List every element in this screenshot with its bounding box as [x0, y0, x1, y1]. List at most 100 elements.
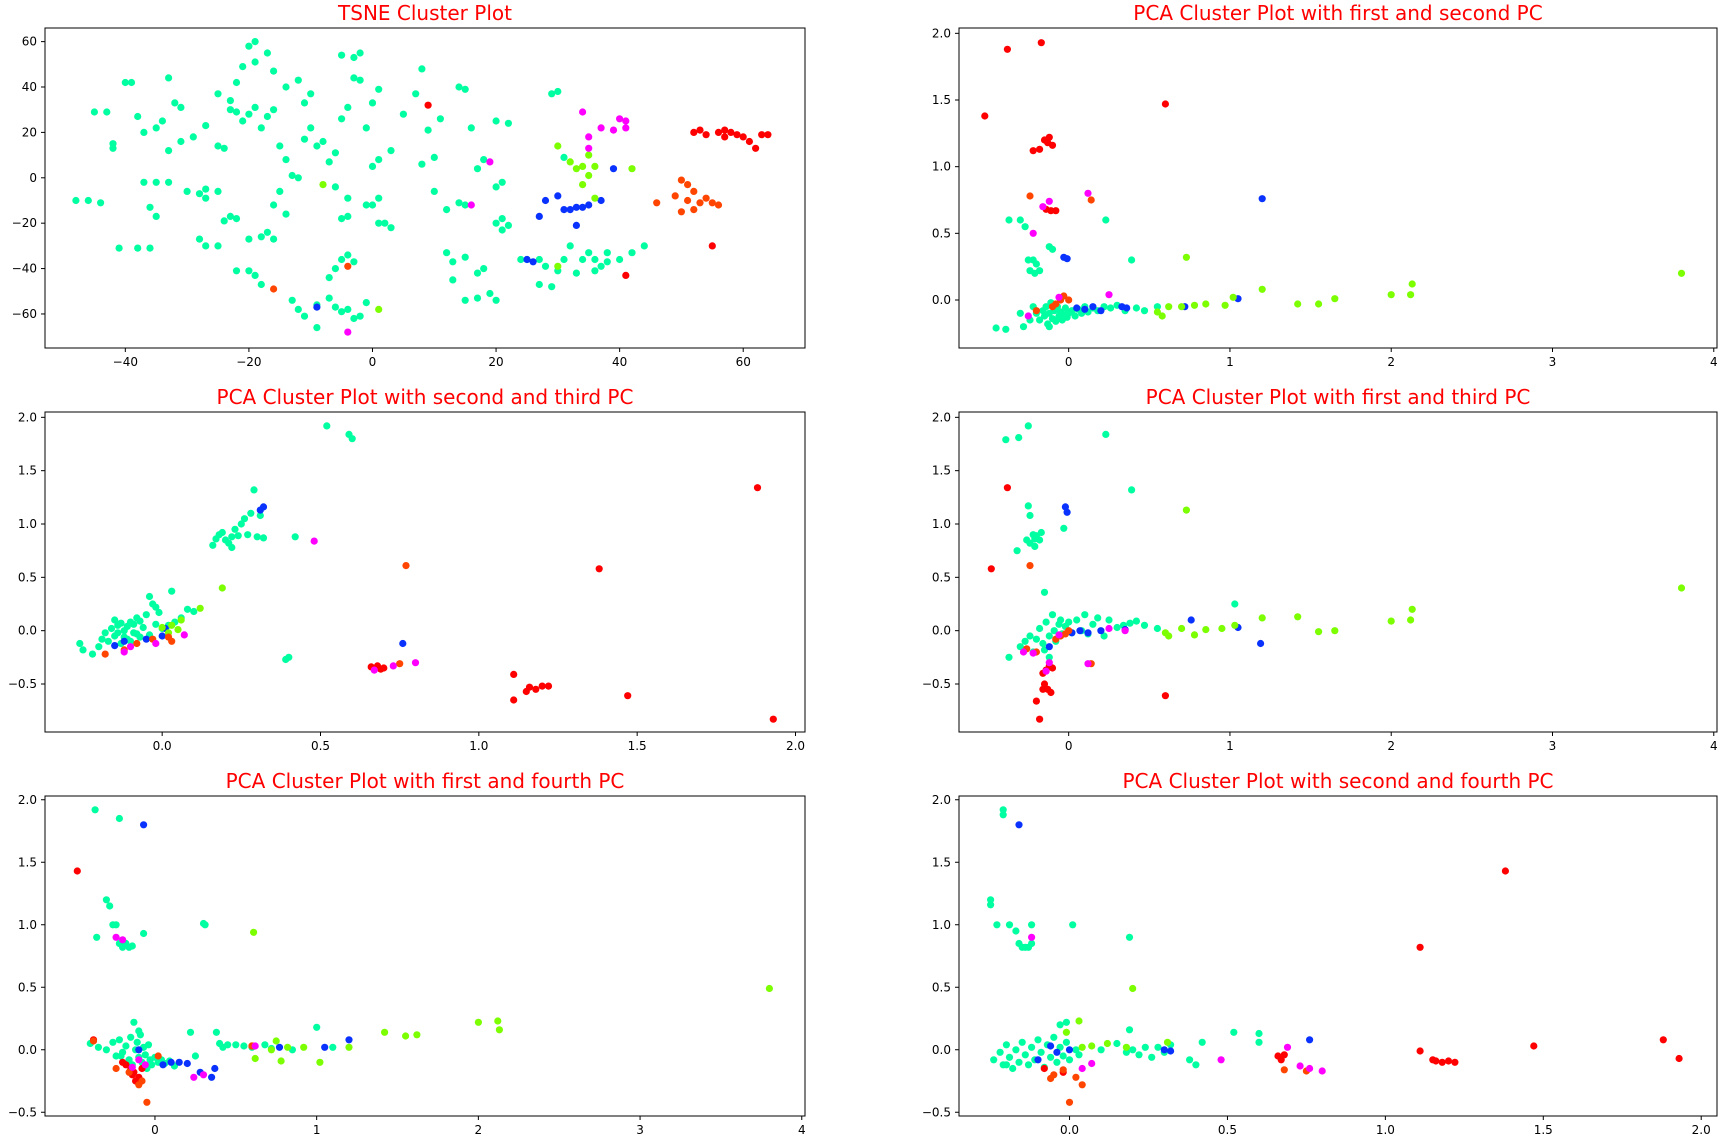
data-point-cluster-1: [135, 1046, 143, 1054]
data-point-cluster-2: [1202, 626, 1210, 634]
data-point-cluster-0: [228, 533, 236, 541]
data-point-cluster-0: [109, 1038, 117, 1046]
data-point-cluster-0: [76, 639, 84, 648]
data-point-cluster-0: [1153, 303, 1161, 311]
x-tick-label: 1: [1226, 355, 1234, 369]
data-point-cluster-0: [455, 83, 463, 91]
data-point-cluster-4: [653, 199, 661, 207]
x-tick-label: 2: [475, 1123, 483, 1137]
data-point-cluster-2: [1190, 631, 1199, 639]
data-point-cluster-5: [112, 933, 120, 941]
y-tick-label: 0.5: [932, 226, 951, 240]
data-point-cluster-0: [436, 115, 444, 123]
data-point-cluster-0: [603, 249, 611, 257]
data-point-cluster-2: [1165, 632, 1173, 640]
data-point-cluster-0: [226, 97, 234, 105]
data-point-cluster-5: [251, 1042, 259, 1050]
data-point-cluster-2: [284, 1043, 292, 1051]
data-point-cluster-0: [1062, 1038, 1070, 1046]
chart-title: PCA Cluster Plot with second and third P…: [217, 385, 634, 409]
data-point-cluster-0: [628, 249, 636, 257]
data-point-cluster-3: [696, 126, 704, 134]
data-point-cluster-5: [1105, 291, 1113, 299]
data-point-cluster-1: [579, 203, 587, 211]
data-point-cluster-0: [1153, 624, 1161, 633]
data-point-cluster-0: [1026, 511, 1034, 520]
data-point-cluster-0: [331, 265, 339, 273]
data-point-cluster-3: [1416, 943, 1424, 951]
data-point-cluster-4: [112, 1064, 120, 1073]
data-point-cluster-1: [1081, 305, 1089, 313]
data-point-cluster-0: [329, 1043, 337, 1051]
data-point-cluster-2: [174, 626, 182, 634]
x-tick-label: 2: [1387, 355, 1395, 369]
data-point-cluster-4: [684, 196, 692, 205]
data-point-cluster-0: [1005, 1053, 1014, 1061]
data-point-cluster-2: [168, 621, 176, 629]
data-point-cluster-2: [1165, 303, 1173, 311]
data-point-cluster-0: [1113, 1039, 1121, 1048]
data-point-cluster-0: [288, 171, 296, 180]
data-point-cluster-1: [572, 203, 581, 211]
data-point-cluster-2: [413, 1031, 421, 1039]
scatter-points: [987, 806, 1683, 1106]
data-point-cluster-2: [585, 151, 593, 159]
y-tick-label: 2.0: [932, 26, 951, 40]
data-point-cluster-0: [152, 178, 160, 186]
data-point-cluster-2: [250, 928, 258, 936]
scatter-points: [987, 422, 1686, 723]
data-point-cluster-0: [449, 258, 457, 266]
data-point-cluster-1: [1306, 1036, 1314, 1044]
data-point-cluster-5: [1028, 933, 1036, 941]
data-point-cluster-5: [1121, 627, 1129, 635]
data-point-cluster-2: [1122, 1043, 1130, 1051]
data-point-cluster-1: [597, 196, 605, 205]
data-point-cluster-0: [228, 543, 236, 552]
data-point-cluster-0: [135, 1027, 143, 1035]
data-point-cluster-0: [1192, 1061, 1200, 1069]
data-point-cluster-5: [597, 124, 605, 132]
data-point-cluster-0: [1102, 216, 1110, 224]
data-point-cluster-1: [1045, 643, 1053, 651]
data-point-cluster-2: [177, 616, 185, 624]
data-point-cluster-0: [560, 153, 568, 161]
data-point-cluster-0: [1073, 616, 1081, 624]
data-point-cluster-0: [443, 206, 451, 214]
data-point-cluster-3: [1040, 1064, 1048, 1073]
data-point-cluster-4: [1280, 1066, 1288, 1074]
data-point-cluster-0: [348, 435, 356, 443]
data-point-cluster-0: [307, 124, 315, 132]
data-point-cluster-0: [134, 244, 142, 252]
data-point-cluster-5: [1055, 631, 1063, 639]
data-point-cluster-2: [1158, 312, 1166, 320]
data-point-cluster-0: [245, 235, 253, 243]
data-point-cluster-5: [467, 201, 475, 209]
data-point-cluster-0: [1031, 542, 1039, 551]
data-point-cluster-4: [89, 1037, 98, 1045]
data-point-cluster-0: [1122, 1048, 1130, 1056]
data-point-cluster-0: [430, 153, 438, 161]
data-point-cluster-0: [142, 611, 150, 619]
chart-title: PCA Cluster Plot with first and fourth P…: [226, 769, 625, 793]
data-point-cluster-0: [1036, 316, 1044, 324]
data-point-cluster-5: [411, 659, 420, 667]
data-point-cluster-4: [1072, 1073, 1080, 1081]
data-point-cluster-1: [1061, 503, 1069, 511]
data-point-cluster-0: [232, 1041, 240, 1049]
data-point-cluster-0: [189, 133, 197, 141]
data-point-cluster-3: [708, 242, 716, 250]
data-point-cluster-0: [1045, 323, 1053, 331]
data-point-cluster-3: [1438, 1058, 1446, 1066]
data-point-cluster-0: [344, 251, 352, 259]
data-point-cluster-0: [1140, 621, 1149, 629]
data-point-cluster-5: [1217, 1056, 1225, 1064]
data-point-cluster-0: [146, 244, 154, 252]
y-tick-label: 0.5: [18, 980, 37, 994]
data-point-cluster-0: [115, 1036, 123, 1044]
data-point-cluster-1: [208, 1073, 216, 1081]
data-point-cluster-0: [122, 1042, 130, 1050]
data-point-cluster-0: [231, 525, 239, 533]
data-point-cluster-5: [389, 662, 397, 670]
subplot-4: PCA Cluster Plot with first and third PC…: [922, 385, 1718, 753]
data-point-cluster-5: [1078, 1064, 1086, 1073]
